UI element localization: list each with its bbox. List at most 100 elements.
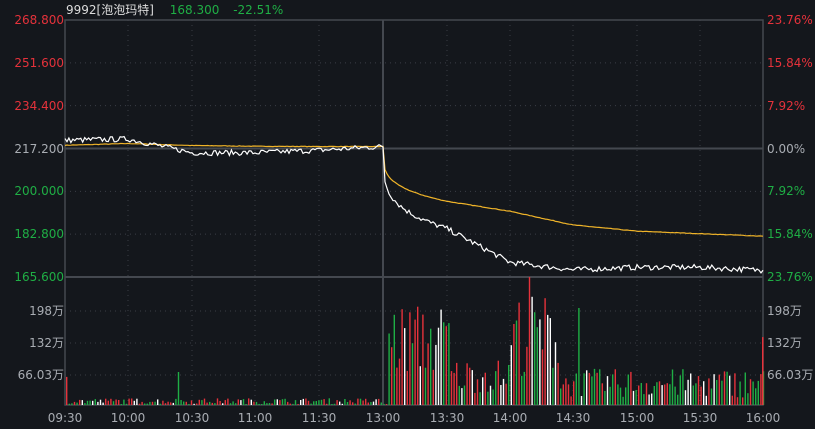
volume-bar <box>339 401 341 405</box>
volume-bar <box>284 398 286 405</box>
volume-bar <box>627 374 629 405</box>
average-price-line <box>64 142 764 237</box>
volume-bar <box>89 400 91 405</box>
percent-axis-label: 23.76% <box>767 13 813 27</box>
volume-bar <box>495 371 497 405</box>
volume-bar <box>580 396 583 405</box>
volume-bar <box>294 400 297 405</box>
volume-bar <box>643 394 645 405</box>
volume-bar <box>102 402 104 405</box>
volume-bar <box>224 400 226 405</box>
volume-bar <box>323 399 325 405</box>
volume-bar <box>354 403 356 405</box>
percent-axis-label: 15.84% <box>767 55 813 70</box>
volume-bar <box>757 380 759 405</box>
volume-bar <box>276 399 278 405</box>
volume-bar <box>651 393 653 405</box>
time-axis-label: 13:00 <box>365 411 401 425</box>
volume-bar <box>175 398 177 405</box>
volume-bar <box>466 363 468 405</box>
volume-bar <box>528 277 531 405</box>
volume-bar <box>731 395 733 405</box>
volume-bar <box>430 328 432 405</box>
volume-bar <box>383 404 385 405</box>
volume-bar <box>450 371 453 405</box>
time-axis-label: 14:00 <box>492 411 528 425</box>
volume-bar <box>237 399 239 405</box>
volume-bar <box>248 398 250 405</box>
volume-bar <box>229 403 232 405</box>
volume-bar <box>653 386 655 405</box>
volume-bar <box>372 401 375 405</box>
last-price: 168.300 <box>169 3 220 17</box>
volume-bar <box>752 381 754 405</box>
volume-bar <box>118 400 120 405</box>
volume-bar <box>409 312 411 405</box>
volume-bar <box>547 314 549 405</box>
volume-bar <box>359 398 362 405</box>
volume-bar <box>193 403 195 405</box>
chart-frame <box>64 19 764 406</box>
volume-bar <box>723 371 726 405</box>
volume-bar <box>315 401 317 405</box>
volume-bar <box>513 324 515 405</box>
volume-bar <box>250 399 252 405</box>
volume-bar <box>541 349 544 405</box>
volume-bar <box>606 376 609 405</box>
volume-bar <box>523 371 525 405</box>
volume-bar <box>716 380 718 405</box>
volume-bar <box>674 386 676 405</box>
volume-bar <box>614 369 616 405</box>
volume-bar <box>97 401 99 405</box>
volume-bar <box>268 403 271 405</box>
volume-bar <box>320 399 323 405</box>
volume-bar <box>76 402 78 405</box>
volume-bar <box>190 400 193 405</box>
volume-axis-label: 132万 <box>767 336 802 350</box>
volume-bar <box>469 367 471 405</box>
volume-bar <box>136 398 138 405</box>
volume-bar <box>154 401 156 405</box>
volume-bar <box>331 404 333 405</box>
volume-bar <box>235 403 237 405</box>
volume-bar <box>612 374 614 405</box>
volume-bar <box>427 343 429 405</box>
volume-bar <box>107 400 109 405</box>
volume-bar <box>619 387 622 405</box>
volume-bar <box>583 373 585 405</box>
volume-bar <box>391 347 393 405</box>
volume-bar <box>526 346 528 405</box>
volume-bar <box>346 402 349 405</box>
volume-bar <box>487 391 489 405</box>
volume-bar <box>357 398 359 405</box>
volume-bar <box>81 400 83 405</box>
volume-bar <box>271 403 273 405</box>
volume-bar <box>401 309 403 405</box>
volume-bar <box>73 401 76 405</box>
volume-bar <box>240 400 242 405</box>
volume-bar <box>375 399 377 405</box>
volume-bar <box>79 399 81 405</box>
volume-bar <box>658 381 661 405</box>
volume-bar <box>404 328 406 405</box>
price-axis-label: 251.600 <box>14 55 64 70</box>
volume-bar <box>201 400 203 405</box>
volume-bar <box>705 395 707 405</box>
volume-bar <box>305 398 307 405</box>
price-axis-label: 268.800 <box>14 13 64 27</box>
volume-bar <box>736 397 739 405</box>
volume-bar <box>591 376 593 405</box>
volume-bar <box>146 403 148 405</box>
volume-bar <box>549 318 551 405</box>
volume-bar <box>370 402 372 405</box>
volume-bar <box>539 319 541 405</box>
volume-bar <box>279 400 281 405</box>
volume-bar <box>645 383 648 405</box>
volume-bar <box>120 404 122 405</box>
volume-bar <box>664 384 666 405</box>
volume-bar <box>742 397 744 405</box>
volume-bar <box>554 342 557 405</box>
volume-bar <box>687 379 689 405</box>
volume-bar <box>697 376 700 405</box>
